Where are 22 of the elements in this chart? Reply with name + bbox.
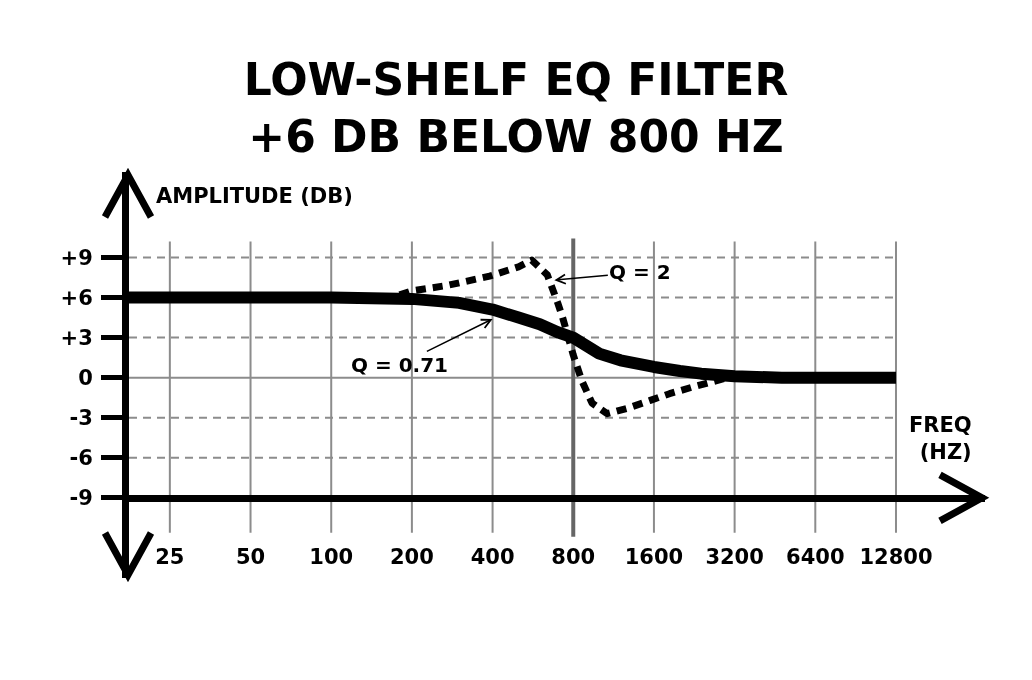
annotation: Q = 2 <box>609 260 671 284</box>
chart-title: LOW-SHELF EQ FILTER +6 DB BELOW 800 HZ <box>243 54 789 163</box>
x-tick-label: 1600 <box>624 545 684 570</box>
y-tick-label: -3 <box>69 406 93 431</box>
y-tick-label: +6 <box>60 285 93 310</box>
x-tick-label: 800 <box>551 545 596 570</box>
x-axis-title: FREQ (HZ) <box>909 413 972 465</box>
y-tick-label: -9 <box>69 486 93 511</box>
y-tick-label: -6 <box>69 446 93 471</box>
x-tick-label: 50 <box>235 545 266 570</box>
x-tick-label: 25 <box>155 545 185 570</box>
x-tick-label: 400 <box>470 545 515 570</box>
y-tick-label: +3 <box>60 325 93 350</box>
x-tick-label: 100 <box>309 545 354 570</box>
y-axis-title: AMPLITUDE (DB) <box>156 184 353 208</box>
y-tick-label: 0 <box>78 366 93 391</box>
x-tick-label: 3200 <box>705 545 764 570</box>
annotation: Q = 0.71 <box>351 353 449 377</box>
x-tick-label: 200 <box>389 545 434 570</box>
y-tick-label: +9 <box>60 245 93 270</box>
x-tick-label: 12800 <box>859 545 933 570</box>
x-tick-label: 6400 <box>786 545 845 570</box>
